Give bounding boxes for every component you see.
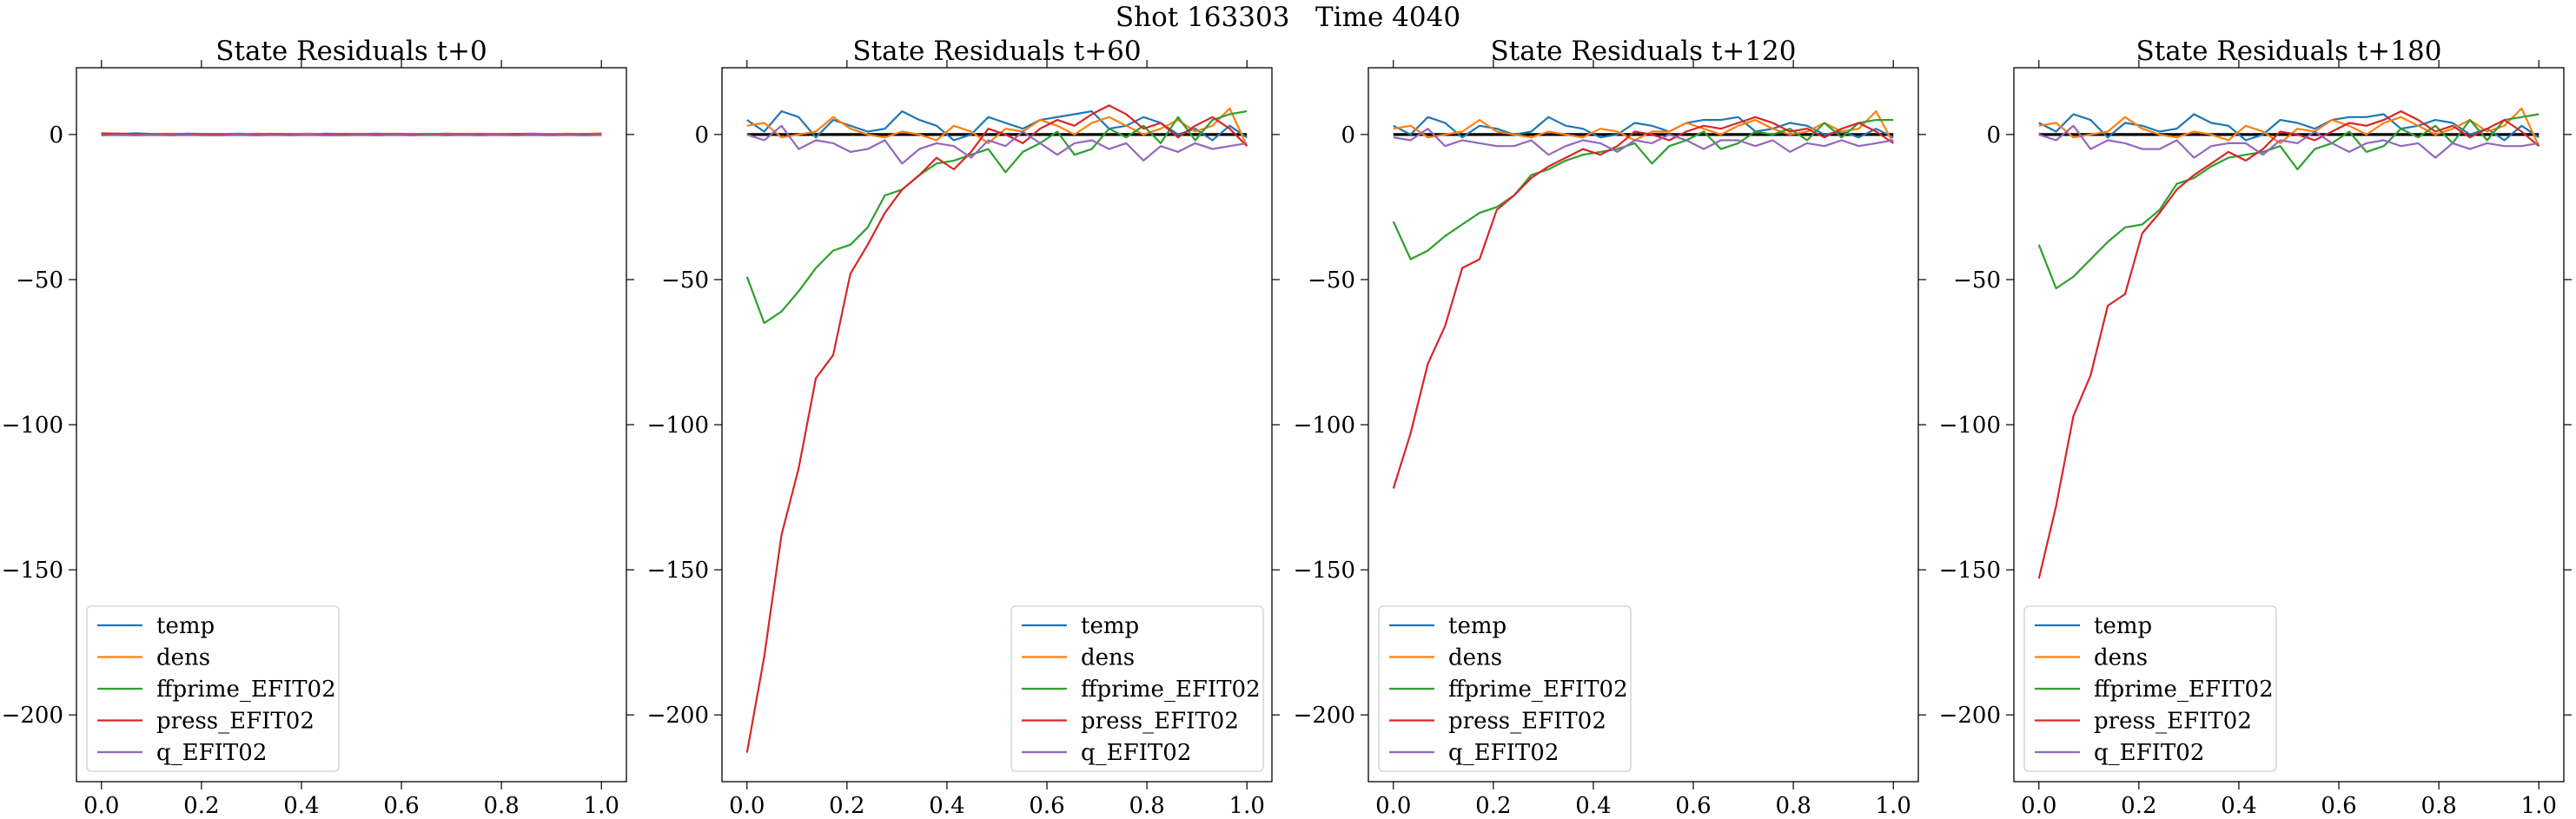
x-tick-label: 0.4 xyxy=(2221,793,2256,819)
legend-box xyxy=(86,605,340,772)
x-tick-label: 0.2 xyxy=(183,793,219,819)
y-tick-label: −50 xyxy=(661,267,709,294)
x-tick-label: 0.0 xyxy=(2021,793,2056,819)
y-tick-label: 0 xyxy=(1341,122,1355,149)
x-tick-label: 1.0 xyxy=(584,793,619,819)
x-tick-label: 0.8 xyxy=(2420,793,2456,819)
series-line-temp xyxy=(2038,113,2540,142)
y-tick-label: −50 xyxy=(16,267,63,294)
legend-label: q_EFIT02 xyxy=(1448,740,1559,766)
x-tick-label: 0.4 xyxy=(1575,793,1611,819)
series-line-q-efit02 xyxy=(1393,128,1894,156)
y-tick-label: −150 xyxy=(1939,558,2001,584)
legend-box xyxy=(1378,605,1632,772)
y-tick-label: −50 xyxy=(1953,267,2001,294)
legend-label: temp xyxy=(1448,613,1507,639)
x-tick-label: 1.0 xyxy=(2521,793,2557,819)
legend-label: q_EFIT02 xyxy=(2094,740,2204,766)
chart-panel-2: State Residuals t+120 0.0 0.2 0.4 0.6 0.8 1.0 0… xyxy=(1294,36,1926,819)
x-tick-label: 0.4 xyxy=(929,793,964,819)
y-tick-label: −50 xyxy=(1308,267,1355,294)
series-line-ffprime-efit02 xyxy=(745,110,1248,325)
legend-label: dens xyxy=(1448,645,1502,671)
legend-label: press_EFIT02 xyxy=(1081,709,1239,735)
legend-label: temp xyxy=(156,613,215,639)
x-tick-label: 0.0 xyxy=(729,793,765,819)
legend-label: temp xyxy=(2094,613,2152,639)
x-tick-label: 1.0 xyxy=(1229,793,1265,819)
x-tick-label: 0.2 xyxy=(1475,793,1511,819)
series-line-ffprime-efit02 xyxy=(1392,119,1894,261)
legend-label: ffprime_EFIT02 xyxy=(2094,677,2274,703)
legend-label: ffprime_EFIT02 xyxy=(1448,677,1628,703)
y-tick-label: −100 xyxy=(647,413,709,439)
y-tick-label: −200 xyxy=(1294,703,1355,729)
legend-label: dens xyxy=(2094,645,2148,671)
x-tick-label: 1.0 xyxy=(1876,793,1911,819)
series-line-dens xyxy=(746,107,1248,147)
y-tick-label: −200 xyxy=(1939,703,2001,729)
legend-label: ffprime_EFIT02 xyxy=(1081,677,1261,703)
y-tick-label: 0 xyxy=(694,122,709,149)
x-tick-label: 0.0 xyxy=(1375,793,1411,819)
chart-panel-1: State Residuals t+60 0.0 0.2 0.4 0.6 0.8 1.0 0 −… xyxy=(647,36,1280,819)
legend-label: temp xyxy=(1081,613,1139,639)
y-tick-label: −150 xyxy=(2,558,63,584)
series-line-press-efit02 xyxy=(2037,110,2540,579)
series-line-q-efit02 xyxy=(2038,124,2540,159)
y-tick-label: −100 xyxy=(1939,413,2001,439)
legend-label: dens xyxy=(156,645,210,671)
x-tick-label: 0.8 xyxy=(483,793,519,819)
y-tick-label: −150 xyxy=(1294,558,1355,584)
x-tick-label: 0.6 xyxy=(1029,793,1064,819)
x-tick-label: 0.4 xyxy=(283,793,319,819)
series-line-ffprime-efit02 xyxy=(2037,113,2540,290)
series-line-q-efit02 xyxy=(746,124,1248,165)
y-tick-label: −150 xyxy=(647,558,709,584)
legend-label: q_EFIT02 xyxy=(1081,740,1191,766)
series-line-press-efit02 xyxy=(745,104,1248,753)
x-tick-label: 0.6 xyxy=(1675,793,1711,819)
legend-label: dens xyxy=(1081,645,1135,671)
legend-label: ffprime_EFIT02 xyxy=(156,677,336,703)
legend-label: press_EFIT02 xyxy=(1448,709,1606,735)
legend-box xyxy=(1010,605,1264,772)
x-tick-label: 0.6 xyxy=(2321,793,2356,819)
x-tick-label: 0.8 xyxy=(1775,793,1811,819)
x-tick-label: 0.2 xyxy=(829,793,864,819)
y-tick-label: 0 xyxy=(49,122,63,149)
legend-label: press_EFIT02 xyxy=(156,709,315,735)
legend-box xyxy=(2023,605,2277,772)
y-tick-label: −200 xyxy=(647,703,709,729)
chart-panel-3: State Residuals t+180 0.0 0.2 0.4 0.6 0.8 1.0 0… xyxy=(1939,36,2572,819)
y-tick-label: −200 xyxy=(2,703,63,729)
x-tick-label: 0.8 xyxy=(1129,793,1164,819)
legend-label: q_EFIT02 xyxy=(156,740,267,766)
x-tick-label: 0.6 xyxy=(383,793,419,819)
chart-title: State Residuals t+120 xyxy=(1491,36,1797,67)
series-line-temp xyxy=(1393,116,1894,139)
legend-label: press_EFIT02 xyxy=(2094,709,2252,735)
figure-suptitle: Shot 163303 Time 4040 xyxy=(1115,2,1461,33)
x-tick-label: 0.0 xyxy=(83,793,119,819)
y-tick-label: −100 xyxy=(2,413,63,439)
y-tick-label: −100 xyxy=(1294,413,1355,439)
y-tick-label: 0 xyxy=(1986,122,2001,149)
chart-title: State Residuals t+180 xyxy=(2136,36,2442,67)
series-line-press-efit02 xyxy=(1392,116,1894,489)
chart-panel-0: State Residuals t+0 0.0 0.2 0.4 0.6 0.8 1.0 0 −5… xyxy=(2,36,634,819)
chart-title: State Residuals t+60 xyxy=(852,36,1141,67)
chart-title: State Residuals t+0 xyxy=(215,36,487,67)
x-tick-label: 0.2 xyxy=(2121,793,2156,819)
